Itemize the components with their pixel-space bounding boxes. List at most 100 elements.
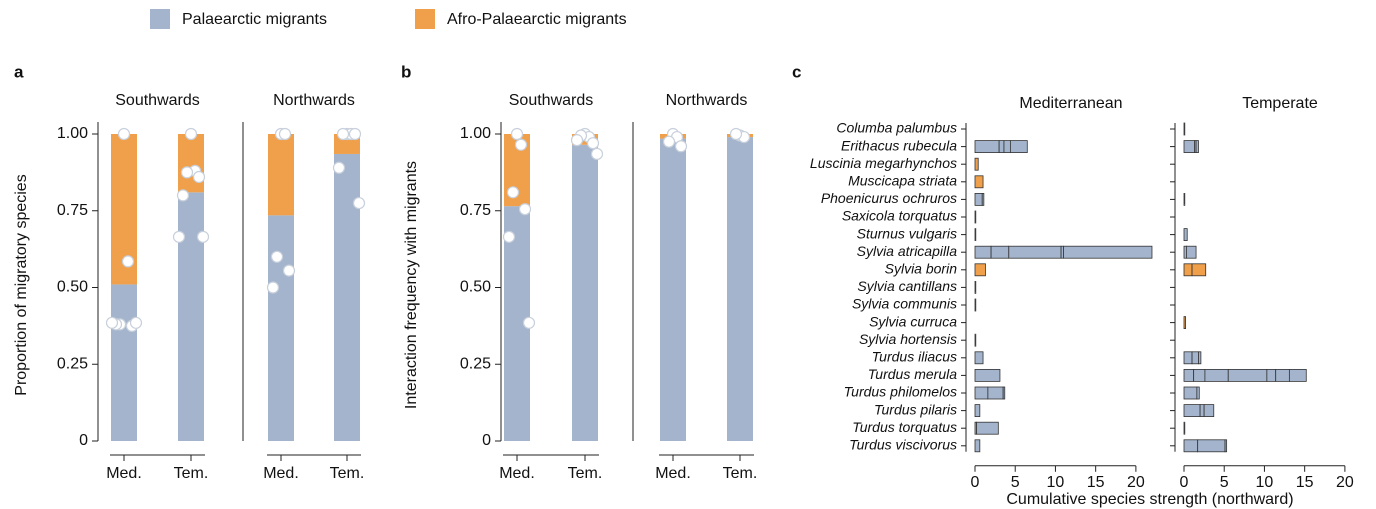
bar-segment <box>975 281 976 293</box>
bar-segment <box>1184 123 1185 135</box>
bar-segment <box>1184 352 1192 364</box>
data-point <box>107 317 118 328</box>
x-tick-label: 0 <box>1180 474 1189 491</box>
facet-title: Northwards <box>273 92 355 109</box>
x-tick-label: 10 <box>1256 474 1274 491</box>
data-point <box>182 167 193 178</box>
bar-segment <box>975 405 980 417</box>
data-point <box>178 190 189 201</box>
bar-segment <box>975 176 983 188</box>
y-tick-label: Luscinia megarhynchos <box>810 155 957 171</box>
bar-segment <box>1184 440 1198 452</box>
bar-segment <box>991 246 1009 258</box>
data-point <box>334 162 345 173</box>
facet-title: Southwards <box>509 92 594 109</box>
x-tick-label: 0 <box>971 474 980 491</box>
bar-segment <box>1192 352 1198 364</box>
panel-label: c <box>792 62 801 81</box>
x-tick-label: Med. <box>499 465 535 482</box>
y-tick-label: Turdus pilaris <box>874 401 957 417</box>
data-point <box>131 317 142 328</box>
y-tick-label: Phoenicurus ochruros <box>821 190 957 206</box>
panel-label: b <box>401 62 411 81</box>
bar-segment <box>982 193 984 205</box>
bar-segment <box>1289 369 1306 381</box>
x-tick-label: 20 <box>1127 474 1145 491</box>
bar-segment <box>1228 369 1267 381</box>
bar-segment <box>975 211 976 223</box>
bar-segment <box>1196 141 1198 153</box>
facet-title: Northwards <box>666 92 748 109</box>
x-tick-label: Tem. <box>568 465 603 482</box>
data-point <box>731 129 742 140</box>
y-tick-label: 1.00 <box>460 125 491 142</box>
bar-segment <box>268 215 294 441</box>
bar-segment <box>999 141 1004 153</box>
y-tick-label: Turdus iliacus <box>872 349 957 365</box>
bar-segment <box>1184 422 1185 434</box>
bar-segment <box>1184 229 1187 241</box>
legend-swatch <box>150 9 170 29</box>
bar-segment <box>988 387 1003 399</box>
legend-label: Palaearctic migrants <box>182 11 327 28</box>
facet-title: Southwards <box>115 92 200 109</box>
data-point <box>588 138 599 149</box>
legend: Palaearctic migrants Afro-Palaearctic mi… <box>150 9 627 29</box>
facet-title: Mediterranean <box>1019 95 1122 112</box>
bar-segment <box>975 158 978 170</box>
data-point <box>520 204 531 215</box>
bar-segment <box>1192 264 1206 276</box>
x-tick-label: 15 <box>1087 474 1105 491</box>
y-tick-label: 0.50 <box>460 279 491 296</box>
bar-segment <box>1276 369 1290 381</box>
bar-segment <box>1063 246 1151 258</box>
data-point <box>198 231 209 242</box>
x-tick-label: Med. <box>263 465 299 482</box>
panel-label: a <box>14 62 24 81</box>
bar-segment <box>975 334 976 346</box>
bar-segment <box>975 246 991 258</box>
bar-segment <box>975 141 999 153</box>
y-tick-label: 0.25 <box>460 355 491 372</box>
bar-segment <box>572 145 598 441</box>
bar-segment <box>178 134 204 192</box>
facet-title: Temperate <box>1242 95 1318 112</box>
x-tick-label: Tem. <box>174 465 209 482</box>
bar-segment <box>660 139 686 441</box>
data-point <box>516 139 527 150</box>
bar-segment <box>334 154 360 441</box>
y-tick-label: Sylvia atricapilla <box>857 243 958 259</box>
y-tick-label: Saxicola torquatus <box>842 208 957 224</box>
data-point <box>524 317 535 328</box>
bar-segment <box>1198 352 1200 364</box>
bar-segment <box>1184 317 1186 329</box>
bar-segment <box>975 193 982 205</box>
bar-segment <box>1184 141 1194 153</box>
x-tick-label: 5 <box>1011 474 1020 491</box>
legend-label: Afro-Palaearctic migrants <box>447 11 627 28</box>
bar-segment <box>1198 440 1225 452</box>
x-tick-label: 10 <box>1047 474 1065 491</box>
x-tick-label: Tem. <box>723 465 758 482</box>
bar-segment <box>1003 387 1005 399</box>
figure: Palaearctic migrants Afro-Palaearctic mi… <box>0 0 1376 509</box>
data-point <box>354 198 365 209</box>
x-tick-label: Tem. <box>330 465 365 482</box>
y-tick-label: Sylvia hortensis <box>859 331 957 347</box>
bar-segment <box>977 422 999 434</box>
bar-segment <box>1186 246 1196 258</box>
y-tick-label: Columba palumbus <box>836 120 957 136</box>
y-tick-label: Sylvia borin <box>885 261 958 277</box>
y-tick-label: 0 <box>79 432 88 449</box>
bar-segment <box>975 352 983 364</box>
bar-segment <box>1204 405 1214 417</box>
data-point <box>508 187 519 198</box>
data-point <box>676 141 687 152</box>
bar-segment <box>1010 141 1027 153</box>
y-axis-label: Interaction frequency with migrants <box>403 161 420 409</box>
data-point <box>504 231 515 242</box>
data-point <box>186 129 197 140</box>
y-tick-label: Turdus torquatus <box>852 419 957 435</box>
y-tick-label: 0 <box>482 432 491 449</box>
y-tick-label: 0.50 <box>57 279 88 296</box>
